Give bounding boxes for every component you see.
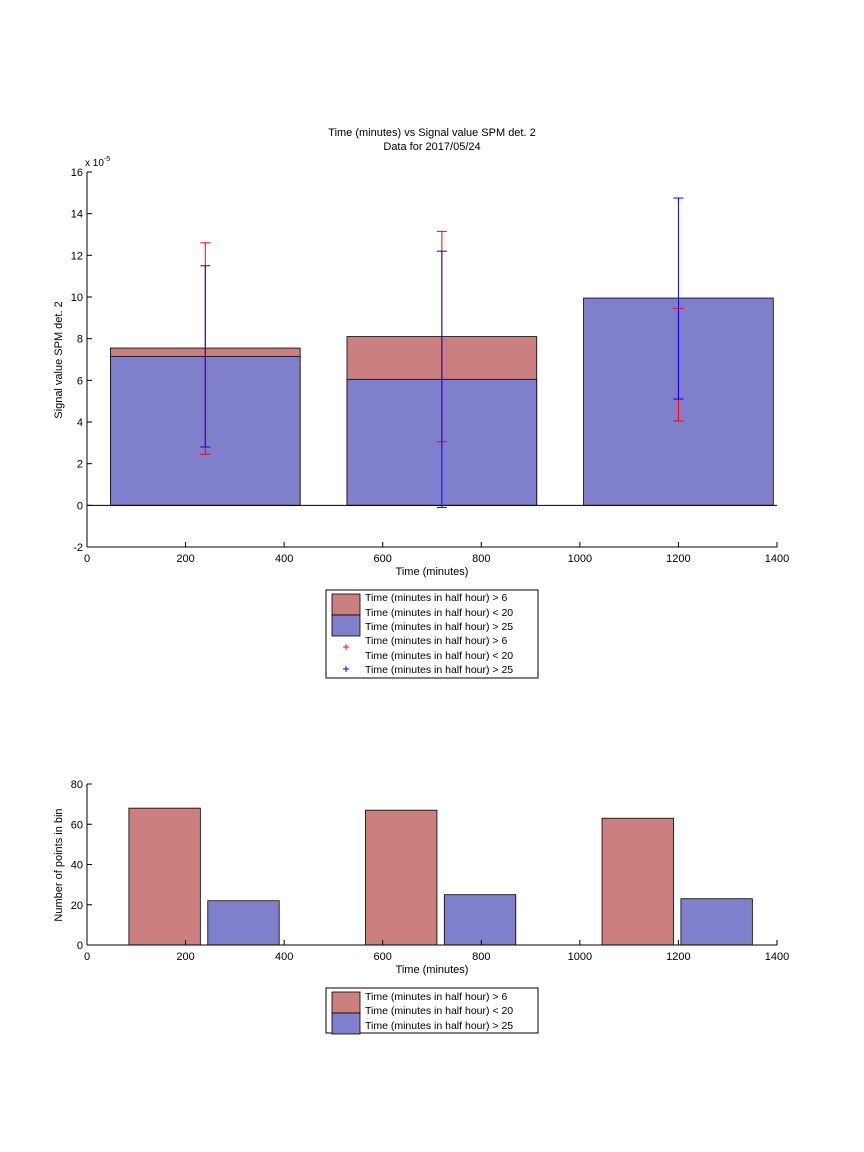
legend-marker-red <box>343 644 349 650</box>
x-tick-label-1: 200 <box>176 553 194 565</box>
y-tick-label-0: -2 <box>73 542 83 554</box>
y-tick-label-6: 10 <box>71 292 83 304</box>
signal-chart: Time (minutes) vs Signal value SPM det. … <box>53 127 789 679</box>
legend-entry-3: Time (minutes in half hour) > 25 <box>365 621 513 633</box>
count-bar-blue-3 <box>443 894 517 946</box>
y-axis-label: Signal value SPM det. 2 <box>53 301 65 418</box>
y-tick-label-3: 60 <box>71 819 83 831</box>
count-legend: Time (minutes in half hour) > 6 Time (mi… <box>325 987 539 1035</box>
legend-entry-3: Time (minutes in half hour) > 25 <box>365 1020 513 1032</box>
chart-title: Time (minutes) vs Signal value SPM det. … <box>328 127 535 139</box>
x-tick-label-6: 1200 <box>666 951 690 963</box>
x-tick-label-4: 800 <box>472 951 490 963</box>
x-axis-ticks: 0 200 400 600 800 1000 1200 1400 <box>84 940 789 963</box>
x-tick-label-5: 1000 <box>568 951 592 963</box>
x-axis-ticks: 0 200 400 600 800 1000 1200 1400 <box>84 542 789 565</box>
y-axis-label: Number of points in bin <box>53 808 65 921</box>
legend-marker-blue <box>343 666 349 672</box>
x-axis-label: Time (minutes) <box>396 566 469 578</box>
y-tick-label-2: 40 <box>71 860 83 872</box>
x-tick-label-5: 1000 <box>568 553 592 565</box>
y-tick-label-4: 80 <box>71 779 83 791</box>
y-tick-label-5: 8 <box>77 334 83 346</box>
y-tick-label-2: 2 <box>77 459 83 471</box>
legend-entry-1: Time (minutes in half hour) > 6 <box>365 592 507 604</box>
legend-swatch-blue <box>331 1012 361 1035</box>
y-tick-label-8: 14 <box>71 209 83 221</box>
signal-bars <box>87 297 777 506</box>
x-tick-label-3: 600 <box>374 951 392 963</box>
legend-swatch-red <box>331 593 361 616</box>
x-tick-label-2: 400 <box>275 951 293 963</box>
legend-entry-1: Time (minutes in half hour) > 6 <box>365 991 507 1003</box>
x-tick-label-7: 1400 <box>765 951 789 963</box>
y-axis-ticks: -2 0 2 4 6 8 10 12 14 16 <box>71 167 92 554</box>
x-tick-label-0: 0 <box>84 553 90 565</box>
legend-entry-4: Time (minutes in half hour) > 6 <box>365 635 507 647</box>
legend-swatch-blue <box>331 614 361 637</box>
signal-legend: Time (minutes in half hour) > 6 Time (mi… <box>325 589 539 679</box>
y-exponent-base: x 10 <box>85 158 104 169</box>
signal-errorbars <box>200 197 684 508</box>
count-bar-red-2 <box>365 809 438 946</box>
x-tick-label-2: 400 <box>275 553 293 565</box>
count-bars <box>128 807 753 946</box>
count-bar-blue-1 <box>207 900 280 946</box>
x-tick-label-3: 600 <box>374 553 392 565</box>
x-tick-label-1: 200 <box>176 951 194 963</box>
y-tick-label-9: 16 <box>71 167 83 179</box>
x-tick-label-4: 800 <box>472 553 490 565</box>
y-tick-label-1: 0 <box>77 500 83 512</box>
x-axis-label: Time (minutes) <box>396 964 469 976</box>
legend-box <box>325 987 539 1034</box>
count-bar-red-4 <box>601 817 674 946</box>
y-exponent-power: -5 <box>104 156 110 163</box>
y-tick-label-3: 4 <box>77 417 83 429</box>
legend-entry-2: Time (minutes in half hour) < 20 <box>365 607 513 619</box>
legend-entry-6: Time (minutes in half hour) > 25 <box>365 664 513 676</box>
count-chart: 0 200 400 600 800 1000 1200 1400 0 20 40 60 80 Time… <box>53 779 789 1035</box>
y-axis-ticks: 0 20 40 60 80 <box>71 779 92 952</box>
y-exponent-label: x 10-5 <box>85 156 110 169</box>
legend-box <box>325 589 539 679</box>
y-tick-label-0: 0 <box>77 940 83 952</box>
x-tick-label-7: 1400 <box>765 553 789 565</box>
x-tick-label-0: 0 <box>84 951 90 963</box>
count-bar-blue-5 <box>680 898 753 946</box>
y-tick-label-7: 12 <box>71 250 83 262</box>
legend-entry-2: Time (minutes in half hour) < 20 <box>365 1005 513 1017</box>
x-tick-label-6: 1200 <box>666 553 690 565</box>
legend-swatch-red <box>331 991 361 1014</box>
chart-subtitle: Data for 2017/05/24 <box>383 141 480 153</box>
y-tick-label-1: 20 <box>71 900 83 912</box>
legend-entry-5: Time (minutes in half hour) < 20 <box>365 650 513 662</box>
y-tick-label-4: 6 <box>77 375 83 387</box>
count-bar-red-0 <box>128 807 201 946</box>
